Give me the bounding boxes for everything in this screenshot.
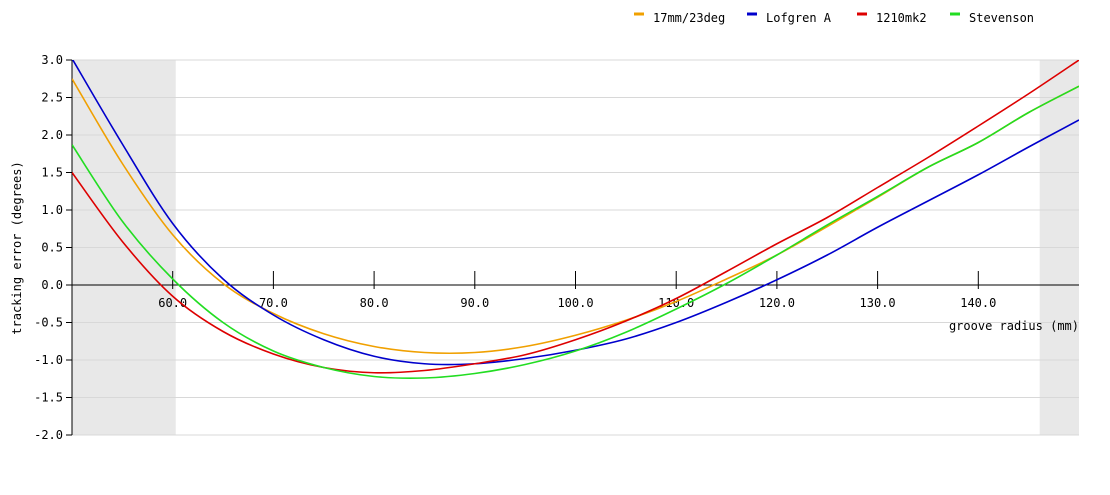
y-tick-label-0: 3.0 [41, 53, 63, 67]
y-tick-label-3: 1.5 [41, 166, 63, 180]
grid-lines [72, 59, 1079, 436]
legend-label-2: 1210mk2 [876, 11, 927, 25]
y-tick-label-9: -1.5 [34, 391, 63, 405]
axes: 3.0 2.5 2.0 1.5 1.0 0.5 0.0 -0.5 -1.0 -1.5 -2.0 60.… [34, 53, 1079, 442]
x-tick-label-6: 120.0 [759, 296, 795, 310]
y-tick-label-6: 0.0 [41, 278, 63, 292]
x-tick-label-4: 100.0 [557, 296, 593, 310]
series-lines [72, 60, 1079, 380]
series-line-1 [72, 60, 1079, 366]
series-line-3 [72, 85, 1079, 380]
x-tick-label-8: 140.0 [960, 296, 996, 310]
x-tick-label-1: 70.0 [259, 296, 288, 310]
legend-label-1: Lofgren A [766, 11, 832, 25]
y-tick-label-8: -1.0 [34, 353, 63, 367]
series-line-2 [72, 60, 1079, 374]
x-tick-label-5: 110.0 [658, 296, 694, 310]
legend-label-3: Stevenson [969, 11, 1034, 25]
x-tick-label-0: 60.0 [158, 296, 187, 310]
y-tick-label-2: 2.0 [41, 128, 63, 142]
y-tick-label-5: 0.5 [41, 241, 63, 255]
legend-label-0: 17mm/23deg [653, 11, 725, 25]
series-line-0 [72, 78, 1079, 355]
x-tick-label-2: 80.0 [360, 296, 389, 310]
x-tick-label-7: 130.0 [860, 296, 896, 310]
y-tick-label-4: 1.0 [41, 203, 63, 217]
y-axis-label: tracking error (degrees) [10, 161, 24, 334]
y-tick-label-10: -2.0 [34, 428, 63, 442]
legend: 17mm/23deg Lofgren A 1210mk2 Stevenson [634, 11, 1034, 25]
x-tick-label-3: 90.0 [460, 296, 489, 310]
x-axis-label: groove radius (mm) [949, 319, 1079, 333]
y-tick-label-7: -0.5 [34, 316, 63, 330]
y-tick-label-1: 2.5 [41, 91, 63, 105]
